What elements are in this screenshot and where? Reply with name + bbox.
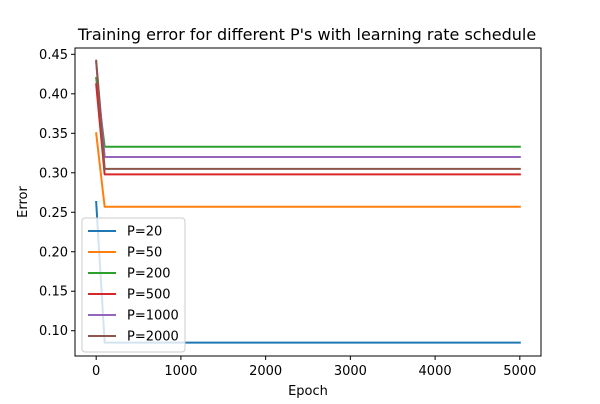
y-tick-label: 0.30 <box>39 166 68 181</box>
y-tick-label: 0.10 <box>39 324 68 339</box>
series-line-p-1000 <box>95 61 521 158</box>
y-tick-label: 0.20 <box>39 245 68 260</box>
legend-label: P=500 <box>127 288 171 303</box>
series-layer <box>95 59 521 344</box>
x-tick-label: 1000 <box>164 364 197 379</box>
series-line-p-50 <box>95 132 521 208</box>
y-tick-label: 0.15 <box>39 285 68 300</box>
chart-title: Training error for different P's with le… <box>77 25 536 44</box>
series-line-p-500 <box>95 83 521 176</box>
legend-label: P=2000 <box>127 330 179 345</box>
x-tick-label: 3000 <box>334 364 367 379</box>
y-tick-label: 0.25 <box>39 206 68 221</box>
y-tick-label: 0.35 <box>39 127 68 142</box>
y-axis-label: Error <box>16 186 31 218</box>
x-tick-label: 2000 <box>249 364 282 379</box>
y-axis-ticks: 0.10 0.15 0.20 0.25 0.30 0.35 0.40 0.45 <box>39 48 75 339</box>
plot-area-frame <box>74 47 542 357</box>
legend-label: P=1000 <box>127 309 179 324</box>
legend-label: P=50 <box>127 246 162 261</box>
legend: P=20 P=50 P=200 P=500 P=1000 P=2000 <box>81 217 186 353</box>
x-tick-label: 5000 <box>503 364 536 379</box>
x-axis-ticks: 0 1000 2000 3000 4000 5000 <box>92 356 536 379</box>
series-line-p-200 <box>95 76 521 148</box>
x-axis-label: Epoch <box>288 384 328 399</box>
y-tick-label: 0.40 <box>39 87 68 102</box>
legend-label: P=200 <box>127 267 171 282</box>
x-tick-label: 0 <box>92 364 100 379</box>
legend-label: P=20 <box>127 225 162 240</box>
x-tick-label: 4000 <box>419 364 452 379</box>
y-tick-label: 0.45 <box>39 48 68 63</box>
series-line-p-2000 <box>95 59 521 170</box>
